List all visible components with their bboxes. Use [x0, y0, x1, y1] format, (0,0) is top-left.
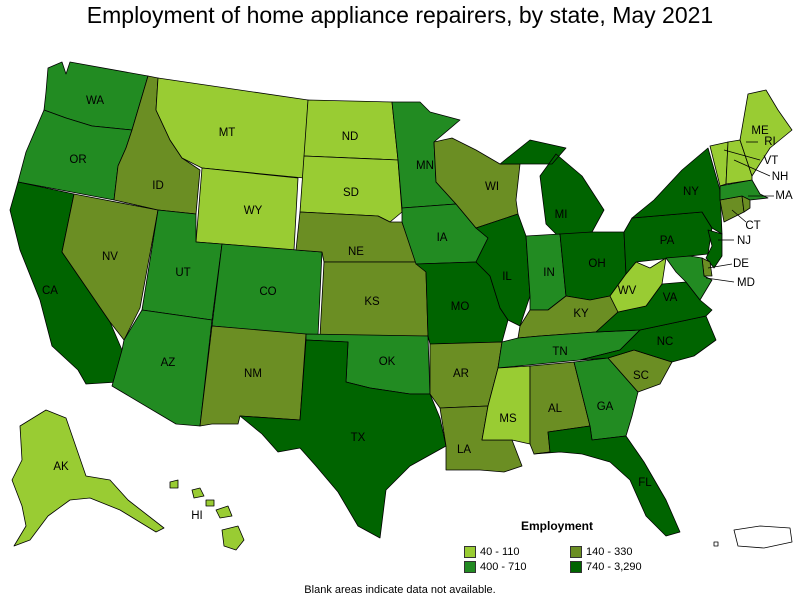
label-MT: MT — [219, 127, 236, 139]
legend-label: 400 - 710 — [480, 561, 527, 573]
label-RI: RI — [764, 136, 776, 148]
label-AR: AR — [453, 368, 469, 380]
state-HI[interactable] — [169, 479, 245, 551]
label-WV: WV — [618, 285, 637, 297]
label-OH: OH — [588, 258, 605, 270]
label-GA: GA — [597, 401, 614, 413]
map-title: Employment of home appliance repairers, … — [86, 2, 714, 28]
label-KY: KY — [573, 308, 589, 320]
state-MA[interactable] — [719, 179, 769, 201]
state-NJ[interactable] — [705, 229, 723, 269]
label-NY: NY — [683, 186, 699, 198]
label-NJ: NJ — [737, 235, 751, 247]
state-CT[interactable] — [719, 195, 745, 223]
label-ND: ND — [342, 131, 359, 143]
label-MS: MS — [499, 413, 517, 425]
state-MD[interactable] — [665, 255, 713, 301]
label-SC: SC — [633, 370, 649, 382]
label-AK: AK — [53, 461, 69, 473]
state-AK[interactable] — [11, 409, 165, 547]
label-HI: HI — [191, 510, 203, 522]
label-NV: NV — [102, 251, 118, 263]
label-MN: MN — [416, 160, 434, 172]
legend-swatch — [570, 546, 582, 558]
legend-item: 40 - 110 — [464, 546, 520, 558]
label-SD: SD — [343, 187, 359, 199]
label-LA: LA — [457, 444, 471, 456]
label-VA: VA — [663, 292, 678, 304]
legend-label: 740 - 3,290 — [586, 561, 642, 573]
label-TN: TN — [552, 346, 567, 358]
legend-label: 140 - 330 — [586, 546, 633, 558]
legend-item: 140 - 330 — [570, 546, 632, 558]
label-ID: ID — [152, 180, 164, 192]
legend-title: Employment — [521, 519, 594, 533]
label-WY: WY — [244, 205, 263, 217]
label-NM: NM — [244, 368, 262, 380]
label-CA: CA — [42, 285, 58, 297]
state-labels: WA OR CA NV ID MT WY UT AZ CO NM ND SD N… — [42, 95, 793, 522]
state-AZ[interactable] — [111, 309, 213, 427]
label-CO: CO — [259, 286, 276, 298]
label-FL: FL — [638, 477, 652, 489]
state-PR[interactable] — [713, 525, 793, 549]
label-AL: AL — [548, 403, 563, 415]
label-DE: DE — [733, 258, 749, 270]
legend-label: 40 - 110 — [480, 546, 520, 558]
legend-swatch — [464, 546, 476, 558]
legend-swatch — [570, 561, 582, 573]
label-IN: IN — [543, 267, 555, 279]
state-WI[interactable] — [433, 137, 521, 229]
label-MO: MO — [451, 301, 470, 313]
label-NC: NC — [657, 336, 674, 348]
state-MI[interactable] — [499, 139, 605, 237]
label-KS: KS — [364, 296, 380, 308]
label-UT: UT — [175, 267, 190, 279]
legend-swatch — [464, 561, 476, 573]
label-OR: OR — [69, 154, 86, 166]
label-PA: PA — [660, 235, 675, 247]
label-WA: WA — [86, 95, 104, 107]
state-ME[interactable] — [739, 89, 793, 177]
label-IA: IA — [437, 232, 448, 244]
label-MD: MD — [737, 277, 755, 289]
state-ND[interactable] — [303, 99, 399, 161]
label-VT: VT — [764, 155, 779, 167]
label-NH: NH — [772, 171, 789, 183]
legend-item: 400 - 710 — [464, 561, 526, 573]
label-CT: CT — [745, 220, 760, 232]
label-OK: OK — [379, 356, 396, 368]
label-MA: MA — [775, 190, 793, 202]
leader-lines — [705, 141, 774, 283]
label-AZ: AZ — [161, 357, 176, 369]
footnote: Blank areas indicate data not available. — [304, 584, 496, 596]
state-FL[interactable] — [533, 425, 681, 537]
label-TX: TX — [351, 432, 366, 444]
label-ME: ME — [751, 125, 769, 137]
state-IL[interactable] — [475, 213, 531, 327]
label-IL: IL — [502, 271, 512, 283]
label-NE: NE — [348, 246, 364, 258]
legend-item: 740 - 3,290 — [570, 561, 642, 573]
state-TX[interactable] — [239, 339, 447, 539]
label-WI: WI — [485, 181, 499, 193]
label-MI: MI — [555, 209, 568, 221]
